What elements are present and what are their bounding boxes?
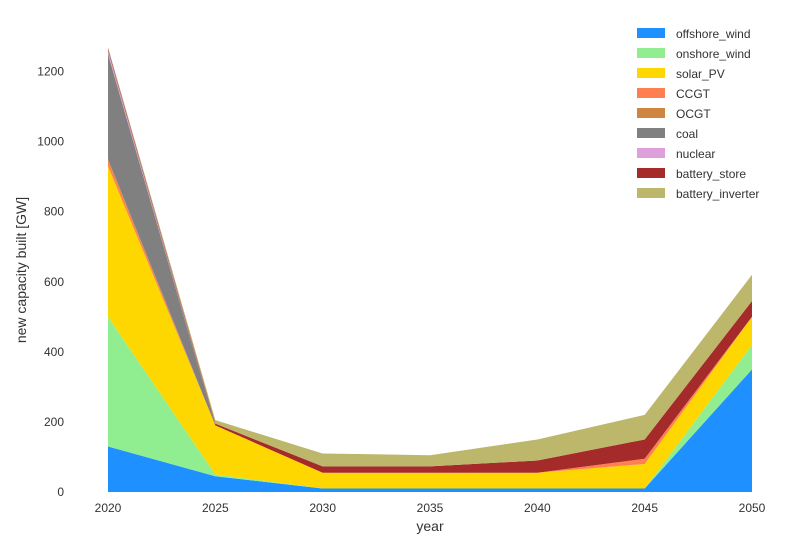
x-tick-label: 2020 — [95, 501, 122, 515]
legend-swatch — [637, 128, 665, 138]
area-series-group — [108, 47, 752, 492]
y-tick-label: 1200 — [37, 65, 64, 79]
legend-label: nuclear — [676, 147, 715, 161]
legend-item-offshore-wind: offshore_wind — [637, 27, 751, 41]
legend-swatch — [637, 48, 665, 58]
legend-swatch — [637, 188, 665, 198]
legend-swatch — [637, 68, 665, 78]
x-axis-label: year — [416, 518, 444, 534]
legend-item-solar-PV: solar_PV — [637, 67, 725, 81]
legend-label: coal — [676, 127, 698, 141]
legend-swatch — [637, 108, 665, 118]
y-axis: 0 200 400 600 800 1000 1200 — [37, 65, 64, 499]
x-tick-label: 2025 — [202, 501, 229, 515]
y-axis-label: new capacity built [GW] — [13, 197, 29, 343]
legend-item-battery-store: battery_store — [637, 167, 746, 181]
legend-swatch — [637, 168, 665, 178]
x-axis: 2020 2025 2030 2035 2040 2045 2050 — [95, 501, 766, 515]
legend-item-coal: coal — [637, 127, 698, 141]
x-tick-label: 2050 — [739, 501, 766, 515]
legend-label: battery_store — [676, 167, 746, 181]
x-tick-label: 2045 — [631, 501, 658, 515]
y-tick-label: 400 — [44, 345, 64, 359]
legend-label: CCGT — [676, 87, 711, 101]
legend-label: OCGT — [676, 107, 711, 121]
legend-label: onshore_wind — [676, 47, 751, 61]
y-tick-label: 0 — [57, 485, 64, 499]
legend-item-battery-inverter: battery_inverter — [637, 187, 759, 201]
legend-swatch — [637, 148, 665, 158]
x-tick-label: 2030 — [309, 501, 336, 515]
y-tick-label: 1000 — [37, 135, 64, 149]
legend-label: solar_PV — [676, 67, 725, 81]
legend: offshore_wind onshore_wind solar_PV CCGT OCG… — [637, 27, 759, 201]
y-tick-label: 600 — [44, 275, 64, 289]
legend-item-OCGT: OCGT — [637, 107, 711, 121]
legend-item-onshore-wind: onshore_wind — [637, 47, 751, 61]
legend-item-CCGT: CCGT — [637, 87, 711, 101]
legend-swatch — [637, 28, 665, 38]
x-tick-label: 2035 — [417, 501, 444, 515]
legend-item-nuclear: nuclear — [637, 147, 715, 161]
y-tick-label: 200 — [44, 415, 64, 429]
y-tick-label: 800 — [44, 205, 64, 219]
legend-label: offshore_wind — [676, 27, 751, 41]
area-offshore-wind — [108, 369, 752, 492]
legend-swatch — [637, 88, 665, 98]
legend-label: battery_inverter — [676, 187, 759, 201]
x-tick-label: 2040 — [524, 501, 551, 515]
